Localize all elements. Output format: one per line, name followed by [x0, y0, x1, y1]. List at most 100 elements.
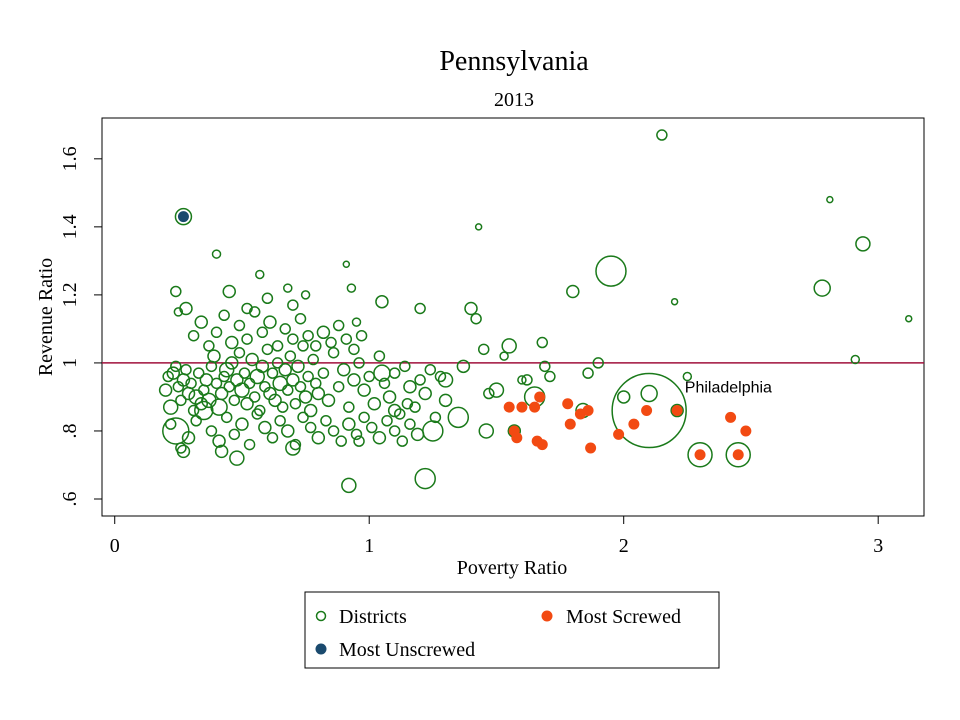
district-point — [311, 431, 326, 445]
district-point — [378, 377, 391, 390]
district-point — [353, 357, 365, 369]
district-point — [294, 312, 307, 325]
district-point — [422, 420, 444, 442]
district-point — [372, 431, 387, 445]
district-point — [278, 362, 292, 377]
district-point — [355, 329, 368, 342]
district-point — [470, 312, 482, 325]
district-point — [682, 371, 693, 382]
most-screwed-point — [564, 418, 576, 430]
district-point — [175, 394, 187, 407]
district-point — [310, 340, 322, 352]
district-point — [592, 357, 605, 369]
district-point — [228, 428, 241, 441]
most-screwed-point — [534, 391, 546, 403]
district-point — [501, 338, 517, 354]
district-point — [855, 236, 871, 252]
x-tick-label: 3 — [873, 535, 883, 557]
legend-label-districts: Districts — [339, 606, 407, 628]
district-point — [381, 415, 393, 427]
district-point — [316, 325, 331, 340]
most-screwed-point — [613, 428, 625, 440]
district-point — [210, 326, 223, 339]
district-point — [483, 387, 495, 400]
district-point — [248, 391, 261, 403]
data-marks — [158, 129, 913, 494]
chart-subtitle: 2013 — [494, 89, 534, 111]
district-point — [474, 223, 483, 231]
district-point — [464, 301, 478, 316]
district-point — [616, 390, 631, 404]
annotation-philadelphia: Philadelphia — [685, 380, 772, 397]
district-point — [170, 285, 182, 298]
legend-symbol-most-unscrewed — [315, 643, 327, 655]
district-point — [256, 326, 269, 339]
district-point — [826, 195, 834, 204]
district-point — [414, 467, 436, 490]
most-screwed-point — [536, 439, 548, 451]
axis-ticks: 0 1 2 3 .6 .8 1 1.2 1.4 1.6 — [59, 146, 883, 557]
district-point — [300, 290, 311, 300]
y-tick-label: 1.6 — [59, 146, 81, 171]
plot-area — [101, 117, 925, 517]
district-point — [813, 279, 831, 297]
y-axis-label: Revenue Ratio — [35, 258, 57, 376]
district-point — [656, 129, 668, 141]
district-point — [185, 377, 197, 390]
district-point — [229, 450, 245, 466]
district-point — [350, 428, 363, 441]
district-point — [220, 411, 233, 424]
district-point — [289, 438, 302, 451]
district-point — [335, 435, 347, 447]
district-point — [321, 393, 336, 408]
district-point — [297, 411, 309, 424]
district-point — [302, 370, 314, 383]
y-tick-label: 1.2 — [59, 282, 81, 307]
district-point — [320, 415, 332, 427]
district-point — [205, 425, 218, 437]
district-point — [332, 380, 345, 393]
district-point — [228, 394, 241, 407]
district-point — [302, 329, 314, 342]
most-screwed-point — [628, 418, 640, 430]
district-point — [291, 359, 305, 374]
district-point — [670, 297, 679, 306]
district-point — [566, 284, 580, 299]
x-tick-label: 1 — [364, 535, 374, 557]
chart-title: Pennsylvania — [439, 46, 589, 77]
district-point — [340, 333, 353, 345]
district-point — [241, 302, 253, 315]
y-tick-label: 1.4 — [59, 214, 81, 239]
district-point — [327, 346, 340, 359]
district-point — [225, 356, 239, 370]
most-screwed-point — [582, 405, 594, 417]
district-point — [670, 403, 684, 418]
district-point — [456, 359, 471, 374]
district-point — [342, 417, 356, 431]
district-point — [904, 314, 913, 323]
district-point — [521, 374, 533, 386]
district-point — [687, 442, 713, 468]
district-point — [223, 380, 235, 393]
district-point — [233, 319, 246, 332]
district-point — [245, 352, 259, 367]
district-point — [298, 390, 313, 404]
district-point — [180, 363, 192, 376]
district-point — [582, 367, 594, 379]
district-point — [287, 299, 299, 311]
district-point — [438, 393, 453, 408]
district-point — [284, 350, 297, 362]
district-point — [207, 349, 221, 363]
district-point — [194, 315, 209, 329]
district-point — [255, 359, 270, 374]
district-point — [414, 302, 426, 315]
district-point — [233, 346, 246, 359]
legend-label-most-unscrewed: Most Unscrewed — [339, 639, 475, 661]
district-point — [366, 421, 378, 434]
district-point — [373, 364, 391, 382]
most-screwed-point — [641, 405, 653, 417]
district-point — [258, 420, 272, 435]
district-point — [499, 351, 509, 361]
legend-symbol-districts — [315, 610, 327, 622]
